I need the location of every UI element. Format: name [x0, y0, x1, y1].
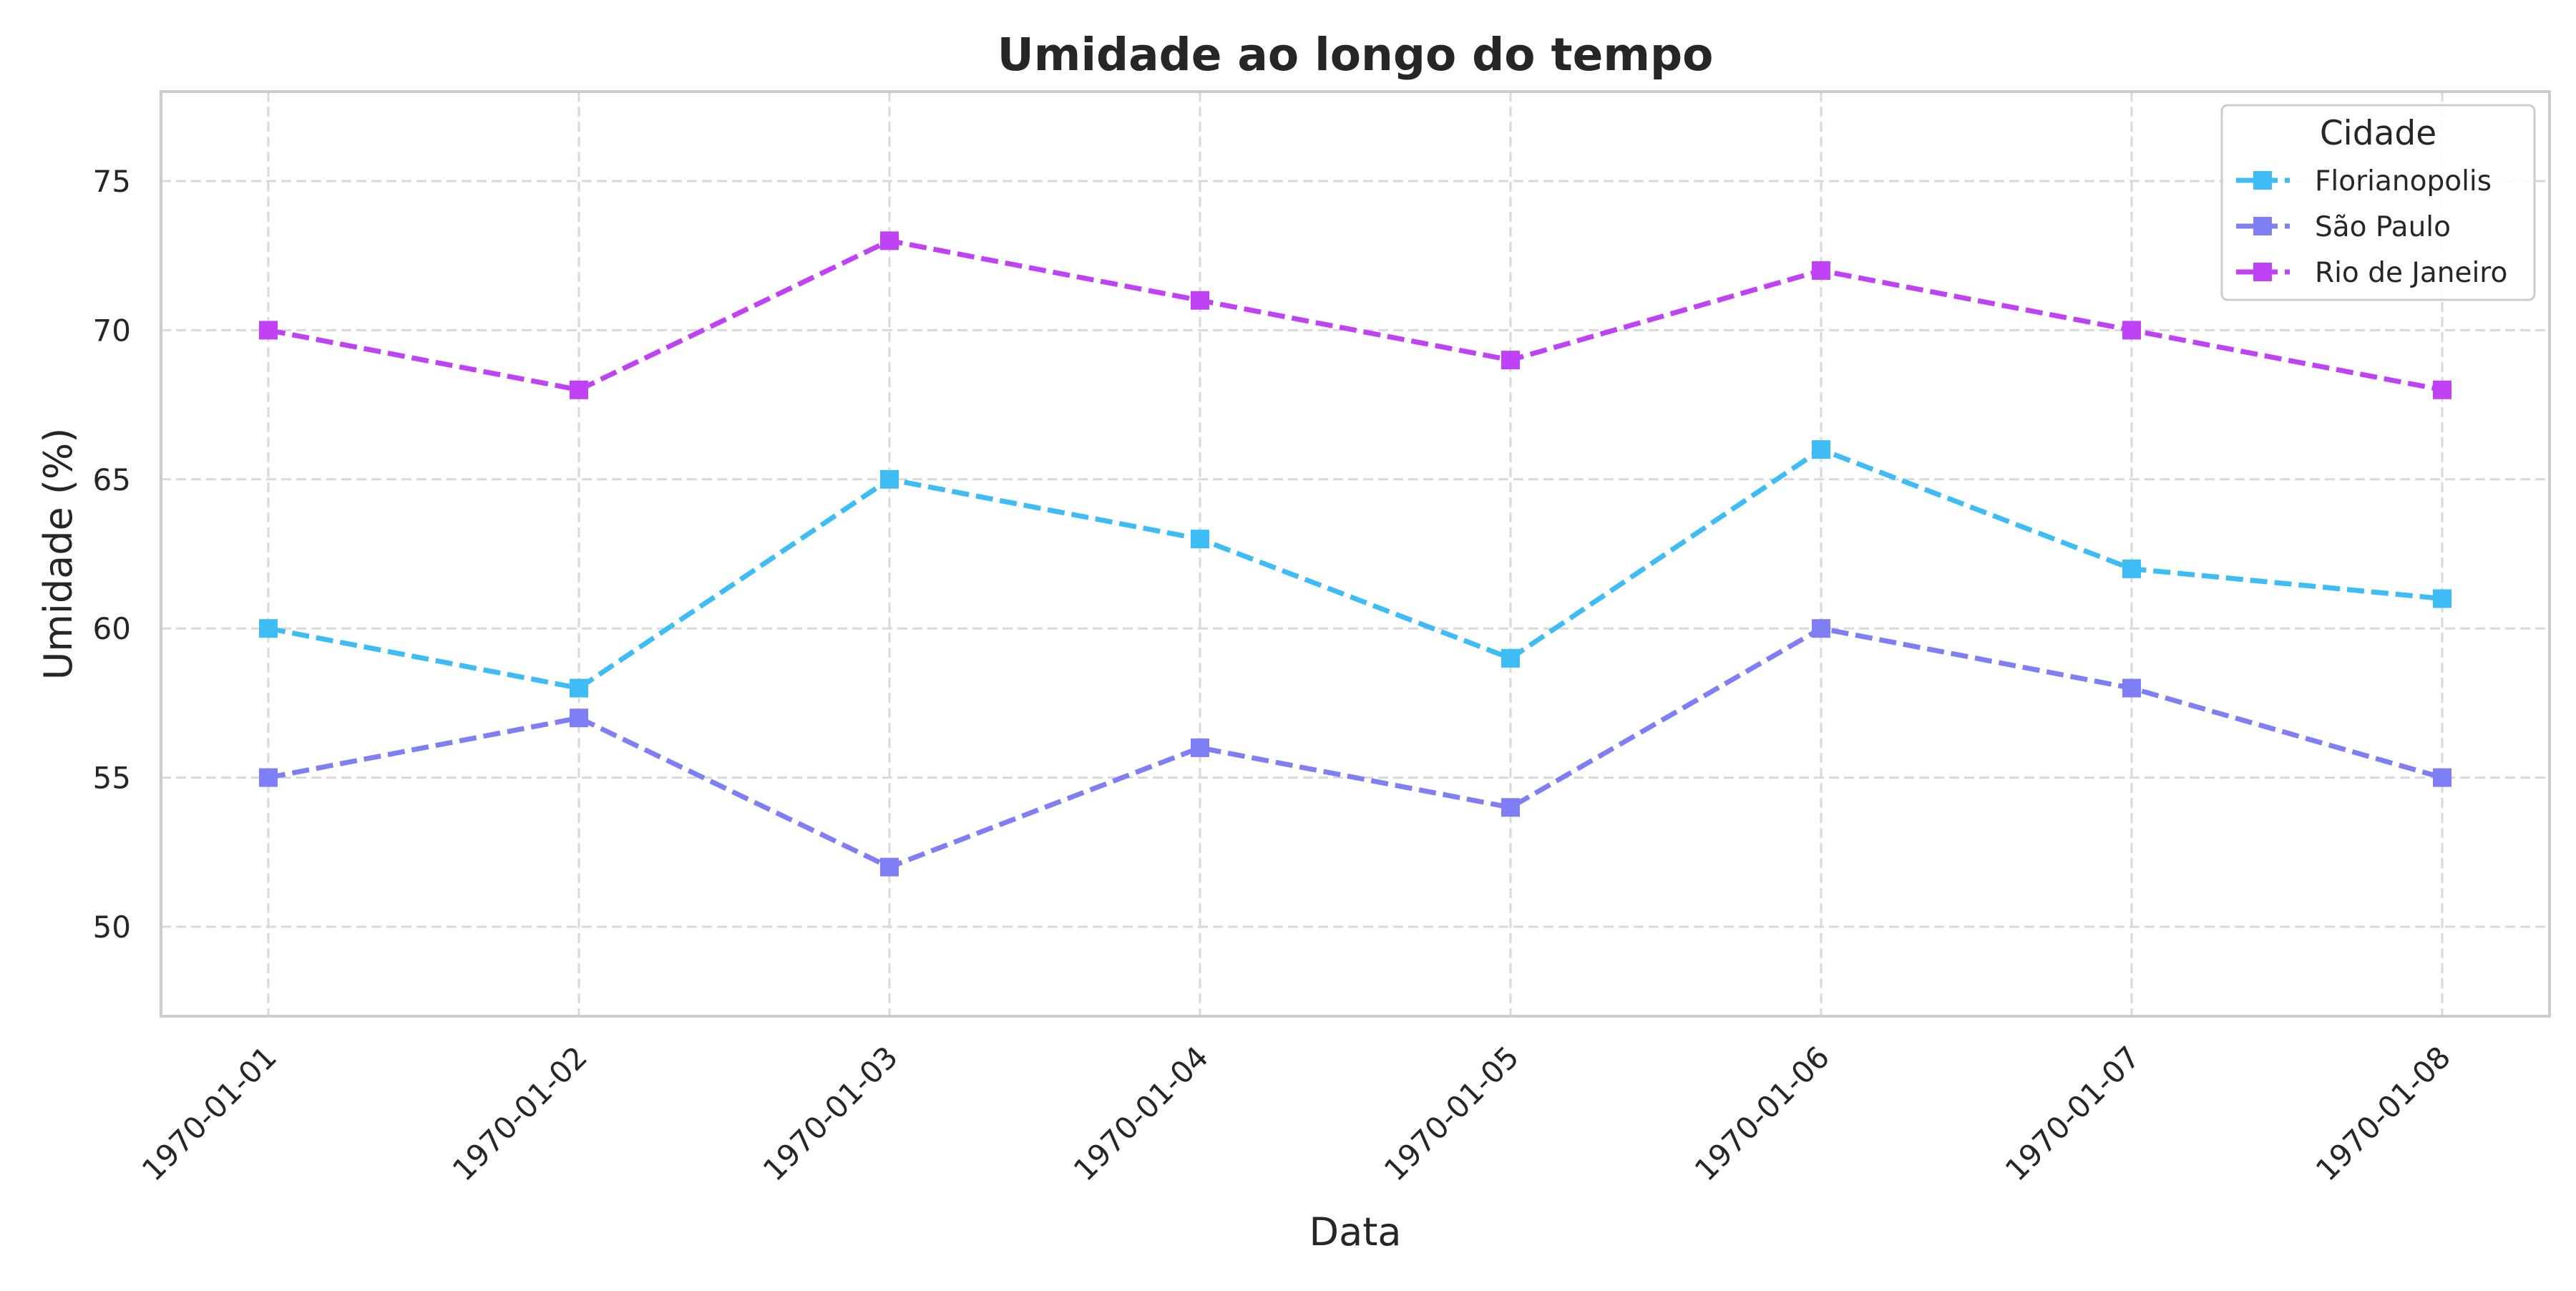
legend-box	[2220, 104, 2536, 301]
y-tick-label: 70	[93, 313, 131, 348]
legend-entry: Florianopolis	[2236, 165, 2492, 198]
data-point	[2122, 678, 2141, 698]
legend-label: Rio de Janeiro	[2315, 257, 2507, 289]
y-axis-label: Umidade (%)	[36, 428, 81, 681]
data-point	[1191, 530, 1209, 549]
chart-title: Umidade ao longo do tempo	[997, 29, 1714, 81]
legend-entry: Rio de Janeiro	[2236, 257, 2507, 289]
data-point	[1501, 798, 1520, 817]
legend-marker	[2253, 171, 2272, 190]
data-point	[259, 768, 278, 787]
y-tick-label: 50	[93, 910, 131, 945]
data-point	[1191, 738, 1209, 757]
legend-marker	[2253, 263, 2272, 281]
data-point	[1191, 291, 1209, 310]
data-point	[2122, 321, 2141, 340]
legend-title: Cidade	[2320, 114, 2436, 153]
y-tick-label: 60	[93, 611, 131, 646]
y-tick-label: 75	[93, 164, 131, 199]
series-rio-de-janeiro	[259, 231, 2451, 399]
data-point	[570, 380, 588, 399]
data-point	[2433, 589, 2451, 608]
series-florianopolis	[259, 440, 2451, 698]
data-point	[880, 469, 899, 489]
y-tick-label: 65	[93, 462, 131, 497]
legend-entries: Florianopolis São Paulo Rio de Janeiro	[2236, 165, 2507, 289]
legend-entry: São Paulo	[2236, 211, 2451, 243]
data-point	[259, 619, 278, 638]
series-line	[268, 447, 2443, 691]
legend-marker	[2253, 217, 2272, 235]
y-tick-label: 55	[93, 761, 131, 796]
data-point	[2433, 768, 2451, 787]
data-point	[570, 678, 588, 698]
data-point	[1501, 648, 1520, 668]
data-point	[1501, 351, 1520, 370]
series-line	[268, 238, 2443, 393]
data-point	[2433, 380, 2451, 399]
legend-label: Florianopolis	[2315, 165, 2492, 198]
plot-frame	[160, 90, 2551, 1018]
data-point	[259, 321, 278, 340]
data-point	[1812, 261, 1830, 281]
data-point	[2122, 559, 2141, 578]
series-são-paulo	[259, 619, 2451, 877]
data-point	[880, 231, 899, 250]
data-point	[1812, 619, 1830, 638]
data-point	[880, 857, 899, 877]
series-layer	[259, 231, 2451, 877]
legend-label: São Paulo	[2315, 211, 2451, 243]
legend: Cidade Florianopolis São Paulo Rio de Jane…	[2220, 104, 2536, 301]
data-point	[570, 708, 588, 728]
series-line	[268, 625, 2443, 870]
data-point	[1812, 440, 1830, 459]
x-axis-label: Data	[1309, 1209, 1402, 1255]
